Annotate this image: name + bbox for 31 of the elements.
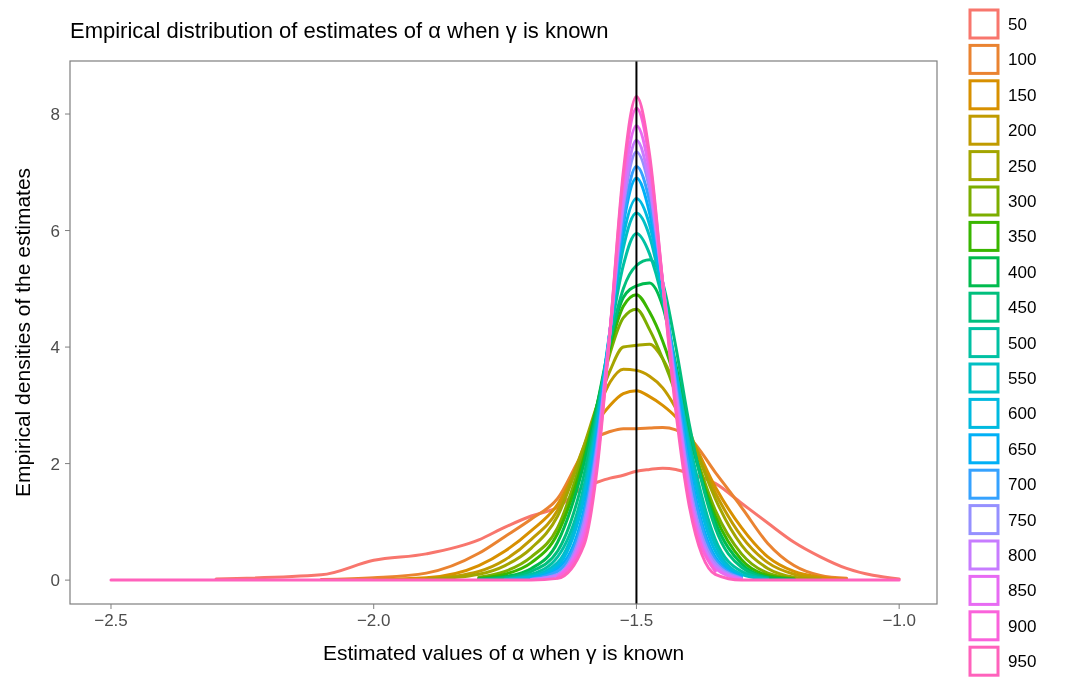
x-tick-label: −1.0 [882, 611, 916, 630]
legend-label: 400 [1008, 262, 1037, 282]
chart-title: Empirical distribution of estimates of α when γ is known [70, 18, 609, 43]
y-tick-label: 0 [50, 571, 60, 591]
legend-label: 300 [1008, 192, 1037, 211]
legend-label: 700 [1008, 475, 1037, 495]
legend-label: 350 [1008, 227, 1037, 247]
legend-label: 100 [1008, 50, 1037, 70]
y-tick-label: 2 [50, 454, 60, 474]
legend-label: 900 [1008, 616, 1037, 636]
legend-label: 200 [1008, 121, 1037, 141]
y-axis-title: Empirical densities of the estimates [11, 167, 34, 498]
legend-label: 750 [1008, 510, 1037, 530]
legend-label: 450 [1008, 298, 1037, 318]
x-tick-label: −1.5 [619, 611, 654, 630]
legend-label: 850 [1008, 581, 1037, 601]
y-tick-label: 8 [50, 105, 60, 125]
legend-label: 800 [1008, 546, 1037, 565]
legend-label: 600 [1008, 404, 1037, 424]
x-axis-title: Estimated values of α when γ is known [322, 641, 685, 664]
legend-label: 650 [1008, 439, 1037, 459]
legend-label: 500 [1008, 333, 1037, 353]
x-tick-label: −2.0 [356, 611, 391, 630]
legend-label: 150 [1008, 85, 1037, 105]
legend-label: 50 [1008, 15, 1027, 34]
legend-label: 550 [1008, 369, 1037, 388]
y-tick-label: 6 [50, 221, 60, 241]
y-tick-label: 4 [50, 338, 60, 358]
legend-label: 250 [1008, 156, 1037, 176]
legend-label: 950 [1008, 652, 1037, 672]
x-tick-label: −2.5 [94, 611, 128, 630]
